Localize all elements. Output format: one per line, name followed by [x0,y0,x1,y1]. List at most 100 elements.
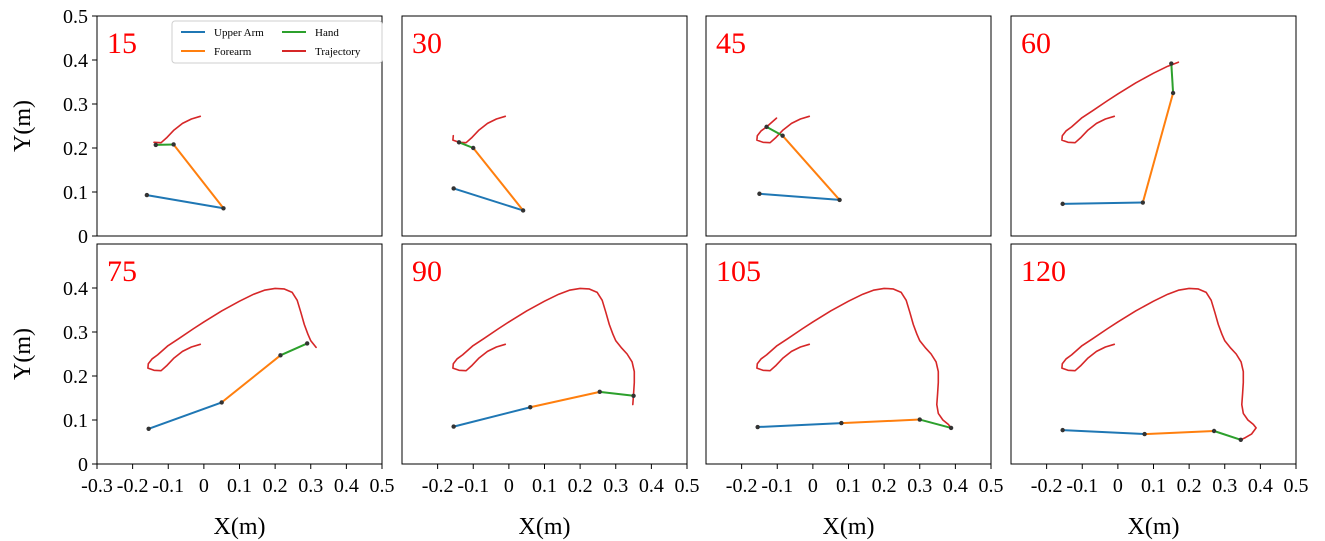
trajectory-line [756,287,952,429]
axes-frame [96,15,383,237]
x-tick-label: 0.2 [568,475,593,497]
panel-frame-30: 30 [401,15,688,237]
x-tick-label: 0.5 [979,475,1004,497]
forearm-segment [530,390,600,409]
joint-marker [1140,200,1146,205]
joint-marker [948,425,954,431]
y-tick-label: 0.1 [63,182,88,204]
y-axis-title: Y(m) [10,100,36,152]
y-tick-label: 0.1 [63,410,88,432]
x-tick-label: -0.2 [1031,475,1063,497]
joint-marker [1238,437,1243,442]
axes-frame [705,15,992,237]
hand-segment [1170,63,1175,94]
x-tick-label: 0.3 [603,475,628,497]
joint-marker [146,426,151,431]
x-tick-label: 0.3 [1212,475,1237,497]
x-axis-title: X(m) [214,514,266,540]
legend-label: Hand [315,27,339,39]
trajectory-line [147,287,317,372]
trajectory-line [153,115,202,144]
y-tick-label: 0.5 [63,6,88,28]
joint-marker [471,145,476,151]
frame-number-label: 15 [107,27,137,60]
x-tick-label: 0.5 [1284,475,1309,497]
joint-marker [1060,427,1065,433]
y-tick-label: 0 [78,454,88,476]
x-tick-label: 0 [1113,475,1123,497]
y-tick-label: 0.2 [63,366,88,388]
x-tick-label: 0 [808,475,818,497]
joint-marker [1142,431,1147,437]
joint-marker [631,393,636,398]
x-tick-label: 0.1 [532,475,557,497]
legend-box [171,20,383,64]
panel-frame-60: 60 [1010,15,1297,237]
hand-segment [280,342,308,357]
forearm-segment [781,135,841,201]
joint-marker [528,405,533,410]
y-axis-title: Y(m) [10,328,36,380]
joint-marker [456,140,462,145]
legend-label: Forearm [214,46,252,58]
x-tick-label: 0 [504,475,514,497]
upper-arm-segment [453,187,524,212]
upper-arm-segment [1062,201,1143,205]
x-tick-label: 0.2 [872,475,897,497]
x-tick-label: 0.3 [907,475,932,497]
panel-frame-90: -0.2 -0.1 0 0.1 0.2 0.3 0.4 0.5 X(m) 90 [401,243,700,540]
joint-marker [278,353,283,358]
axes-frame [96,243,383,465]
hand-segment [599,390,634,397]
x-tick-label: 0.5 [370,475,395,497]
joint-marker [837,197,842,203]
forearm-segment [221,354,282,404]
forearm-segment [841,418,920,425]
x-tick-label: 0.1 [227,475,252,497]
joint-marker [1170,90,1176,96]
x-tick-label: 0 [199,475,209,497]
frame-number-label: 60 [1021,27,1051,60]
y-tick-label: 0.4 [63,278,88,300]
trajectory-line [452,287,636,406]
joint-marker [1060,201,1065,207]
x-tick-label: 0.1 [836,475,861,497]
trajectory-line [452,115,507,144]
panel-frame-75: 0 0.1 0.2 0.3 0.4 Y(m) -0.3 -0.2 -0.1 0 0.1 0.2 0.3 0… [10,243,395,540]
hand-segment [458,141,474,149]
y-tick-label: 0.3 [63,94,88,116]
legend-label: Upper Arm [214,27,264,39]
frame-number-label: 45 [716,27,746,60]
joint-marker [153,142,158,148]
joint-marker [171,142,176,147]
frame-number-label: 90 [412,255,442,288]
y-tick-label: 0.3 [63,322,88,344]
joint-marker [219,400,224,405]
joint-marker [839,420,844,426]
frame-number-label: 75 [107,255,137,288]
x-tick-label: 0.4 [639,475,664,497]
joint-marker [451,186,456,191]
panel-frame-15: 0 0.1 0.2 0.3 0.4 0.5 Y(m) 15 [10,6,383,248]
joint-marker [221,206,226,211]
x-tick-label: 0.5 [675,475,700,497]
x-tick-label: -0.1 [761,475,793,497]
x-axis-title: X(m) [519,514,571,540]
x-tick-label: -0.2 [422,475,454,497]
x-tick-label: 0.4 [1248,475,1273,497]
joint-marker [597,389,602,395]
x-axis-title: X(m) [823,514,875,540]
legend-label: Trajectory [315,46,361,58]
x-tick-label: 0.2 [1177,475,1202,497]
y-tick-label: 0.4 [63,50,88,72]
joint-marker [757,191,762,196]
y-tick-label: 0 [78,226,88,248]
hand-segment [766,126,784,137]
joint-marker [451,424,456,429]
x-axis-title: X(m) [1128,514,1180,540]
joint-marker [764,124,769,130]
x-tick-label: -0.2 [726,475,758,497]
frame-number-label: 30 [412,27,442,60]
forearm-segment [1141,92,1175,203]
